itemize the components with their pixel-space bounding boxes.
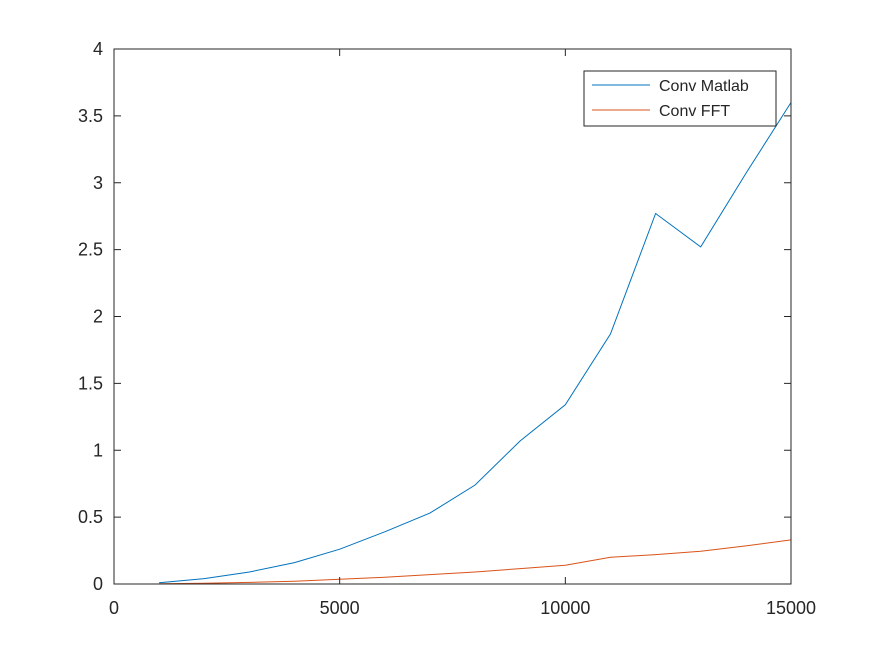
y-tick-label: 4 [93,39,103,59]
y-tick-label: 1.5 [78,373,103,393]
y-tick-label: 2.5 [78,240,103,260]
x-tick-label: 5000 [320,598,360,618]
series-line-conv-matlab [159,102,792,584]
legend-box [583,70,777,127]
y-tick-label: 0.5 [78,507,103,527]
plot-background [114,49,791,584]
x-tick-label: 10000 [540,598,590,618]
y-tick-label: 2 [93,307,103,327]
y-tick-label: 3.5 [78,106,103,126]
x-tick-label: 0 [109,598,119,618]
series-layer [159,102,792,585]
legend-label-conv-fft: Conv FFT [659,103,730,120]
legend-label-conv-matlab: Conv Matlab [659,78,749,95]
series-line-conv-fft [159,539,792,585]
y-tick-label: 1 [93,440,103,460]
y-tick-label: 3 [93,173,103,193]
legend: Conv Matlab Conv FFT [583,70,777,127]
ticks-layer: 0 5000 10000 15000 0 0.5 1 1.5 2 2.5 3 3.5 4 [78,39,816,618]
y-tick-label: 0 [93,574,103,594]
x-tick-label: 15000 [766,598,816,618]
